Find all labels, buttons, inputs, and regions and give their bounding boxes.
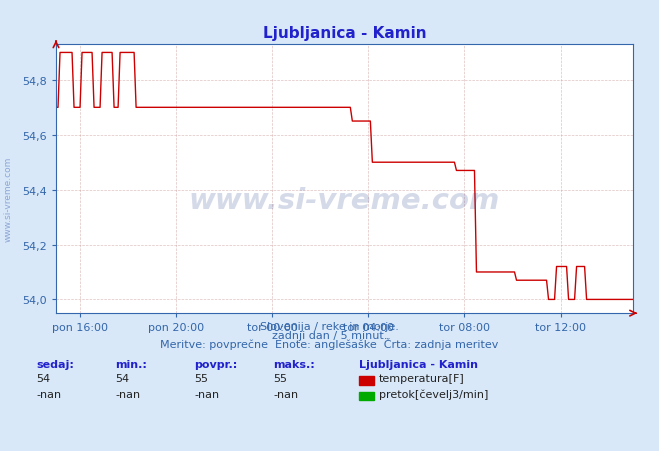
Text: -nan: -nan: [115, 389, 140, 399]
Title: Ljubljanica - Kamin: Ljubljanica - Kamin: [262, 26, 426, 41]
Text: Slovenija / reke in morje.: Slovenija / reke in morje.: [260, 321, 399, 331]
Text: povpr.:: povpr.:: [194, 359, 238, 369]
Text: 54: 54: [36, 373, 50, 383]
Text: -nan: -nan: [194, 389, 219, 399]
Text: zadnji dan / 5 minut.: zadnji dan / 5 minut.: [272, 330, 387, 340]
Text: Meritve: povprečne  Enote: anglešaške  Črta: zadnja meritev: Meritve: povprečne Enote: anglešaške Črt…: [160, 337, 499, 349]
Text: pretok[čevelj3/min]: pretok[čevelj3/min]: [379, 388, 488, 399]
Text: www.si-vreme.com: www.si-vreme.com: [3, 156, 13, 241]
Text: -nan: -nan: [36, 389, 61, 399]
Text: temperatura[F]: temperatura[F]: [379, 373, 465, 383]
Text: 54: 54: [115, 373, 129, 383]
Text: maks.:: maks.:: [273, 359, 315, 369]
Text: -nan: -nan: [273, 389, 299, 399]
Text: Ljubljanica - Kamin: Ljubljanica - Kamin: [359, 359, 478, 369]
Text: min.:: min.:: [115, 359, 147, 369]
Text: www.si-vreme.com: www.si-vreme.com: [188, 187, 500, 215]
Text: 55: 55: [194, 373, 208, 383]
Text: 55: 55: [273, 373, 287, 383]
Text: sedaj:: sedaj:: [36, 359, 74, 369]
